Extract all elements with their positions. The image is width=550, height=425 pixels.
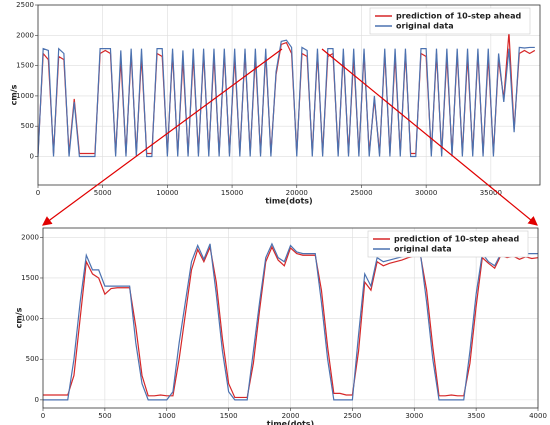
y-tick-label: 0: [35, 396, 39, 404]
plot-frame: [42, 227, 539, 409]
x-tick-label: 2000: [282, 412, 300, 420]
x-tick-label: 0: [41, 412, 45, 420]
x-tick-label: 3000: [405, 412, 423, 420]
x-tick-label: 1000: [158, 412, 176, 420]
x-axis-label: time(dots): [267, 420, 314, 425]
x-tick-label: 30000: [415, 189, 437, 197]
y-tick-label: 500: [21, 122, 34, 130]
x-tick-label: 10000: [156, 189, 178, 197]
x-tick-label: 3500: [467, 412, 485, 420]
legend-label: prediction of 10-step ahead: [394, 235, 520, 244]
x-tick-label: 500: [98, 412, 111, 420]
plot-frame: [37, 4, 541, 186]
x-tick-label: 4000: [529, 412, 547, 420]
legend-label: original data: [396, 22, 454, 31]
series-line: [43, 244, 539, 399]
y-tick-label: 0: [30, 153, 34, 161]
y-tick-label: 1500: [16, 62, 34, 70]
y-tick-label: 2000: [16, 31, 34, 39]
chart: 0 500 1000 1500 2000 0 500 1000 1500 2000 2500 3000…: [15, 227, 547, 425]
series-line: [43, 242, 538, 401]
y-tick-label: 1500: [21, 274, 39, 282]
legend-box: [369, 7, 531, 35]
legend-label: original data: [394, 245, 452, 254]
y-axis-label: cm/s: [10, 84, 19, 105]
arrow: [321, 48, 538, 226]
y-tick-label: 1000: [16, 92, 34, 100]
y-tick-label: 2000: [21, 233, 39, 241]
y-axis-label: cm/s: [15, 307, 24, 328]
x-tick-label: 15000: [221, 189, 243, 197]
legend-box: [367, 230, 529, 258]
y-tick-label: 2500: [16, 1, 34, 9]
y-tick-label: 1000: [21, 315, 39, 323]
series-line: [37, 39, 535, 158]
arrow: [42, 48, 283, 226]
x-tick-label: 1500: [220, 412, 238, 420]
x-tick-label: 25000: [350, 189, 372, 197]
x-tick-label: 5000: [94, 189, 112, 197]
x-tick-label: 20000: [286, 189, 308, 197]
x-tick-label: 2500: [343, 412, 361, 420]
x-axis-label: time(dots): [265, 197, 312, 206]
zoom-arrows: [42, 48, 538, 226]
x-tick-label: 35000: [480, 189, 502, 197]
y-tick-label: 500: [26, 355, 39, 363]
legend-label: prediction of 10-step ahead: [396, 12, 522, 21]
x-tick-label: 0: [36, 189, 40, 197]
plot-area: [38, 5, 540, 185]
